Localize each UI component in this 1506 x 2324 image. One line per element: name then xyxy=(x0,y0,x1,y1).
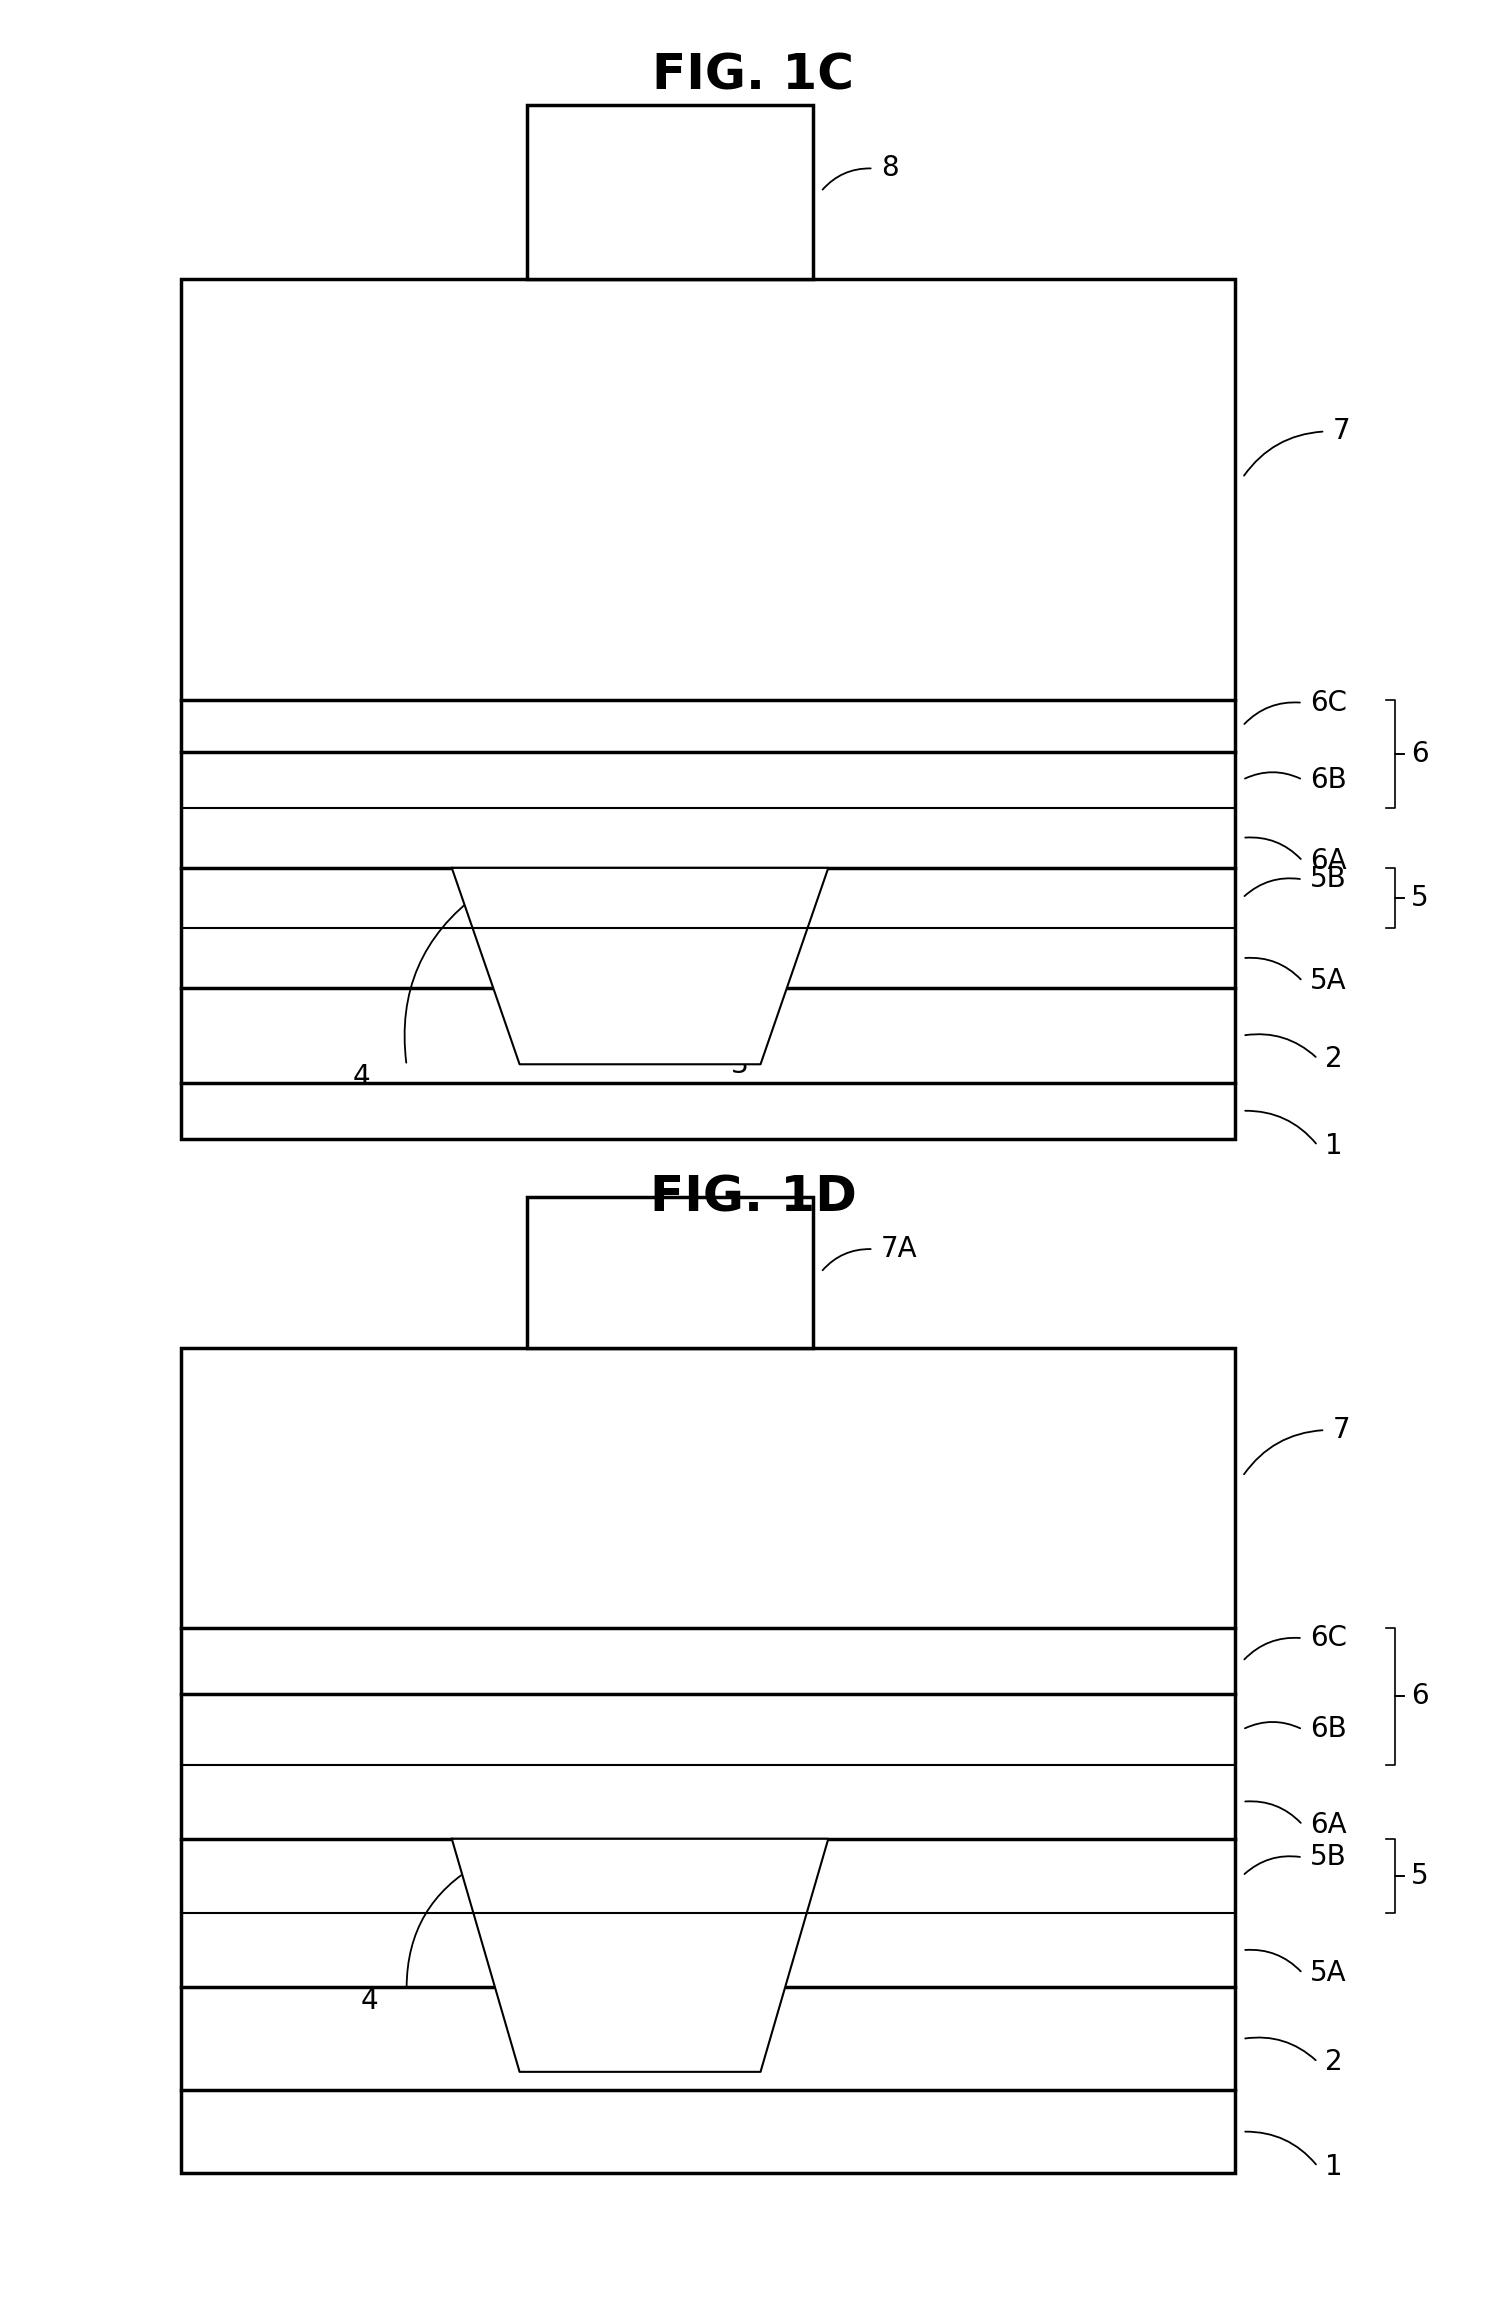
Text: 2: 2 xyxy=(1325,1046,1343,1074)
Polygon shape xyxy=(452,1838,828,2073)
Text: 5A: 5A xyxy=(1310,967,1346,995)
Text: 2: 2 xyxy=(1325,2047,1343,2075)
Text: 3: 3 xyxy=(730,1050,748,1078)
Text: 4: 4 xyxy=(352,1062,370,1090)
Text: 7: 7 xyxy=(1333,418,1351,446)
Text: 6A: 6A xyxy=(1310,1810,1346,1838)
Text: 6B: 6B xyxy=(1310,767,1346,795)
Text: 6C: 6C xyxy=(1310,688,1348,716)
Polygon shape xyxy=(452,867,828,1064)
Text: 6C: 6C xyxy=(1310,1624,1348,1652)
Text: 3: 3 xyxy=(730,1975,748,2003)
Text: 5A: 5A xyxy=(1310,1959,1346,1987)
Text: 6A: 6A xyxy=(1310,846,1346,876)
Bar xyxy=(527,105,813,279)
Text: 4: 4 xyxy=(360,1987,378,2015)
Bar xyxy=(527,1197,813,1348)
Text: 7: 7 xyxy=(1333,1415,1351,1443)
Text: 5: 5 xyxy=(1411,1862,1429,1889)
Text: FIG. 1C: FIG. 1C xyxy=(652,51,854,100)
Text: 5B: 5B xyxy=(1310,1843,1346,1871)
Text: 5: 5 xyxy=(1411,883,1429,911)
Text: 6B: 6B xyxy=(1310,1715,1346,1743)
Bar xyxy=(181,1348,1235,2173)
Text: 8: 8 xyxy=(881,153,899,184)
Text: 6: 6 xyxy=(1411,1683,1429,1710)
Text: 6: 6 xyxy=(1411,739,1429,767)
Bar xyxy=(181,279,1235,1139)
Text: 1: 1 xyxy=(1325,1132,1343,1160)
Text: 1: 1 xyxy=(1325,2152,1343,2180)
Text: FIG. 1D: FIG. 1D xyxy=(649,1174,857,1222)
Text: 7A: 7A xyxy=(881,1234,917,1264)
Text: 5B: 5B xyxy=(1310,865,1346,892)
